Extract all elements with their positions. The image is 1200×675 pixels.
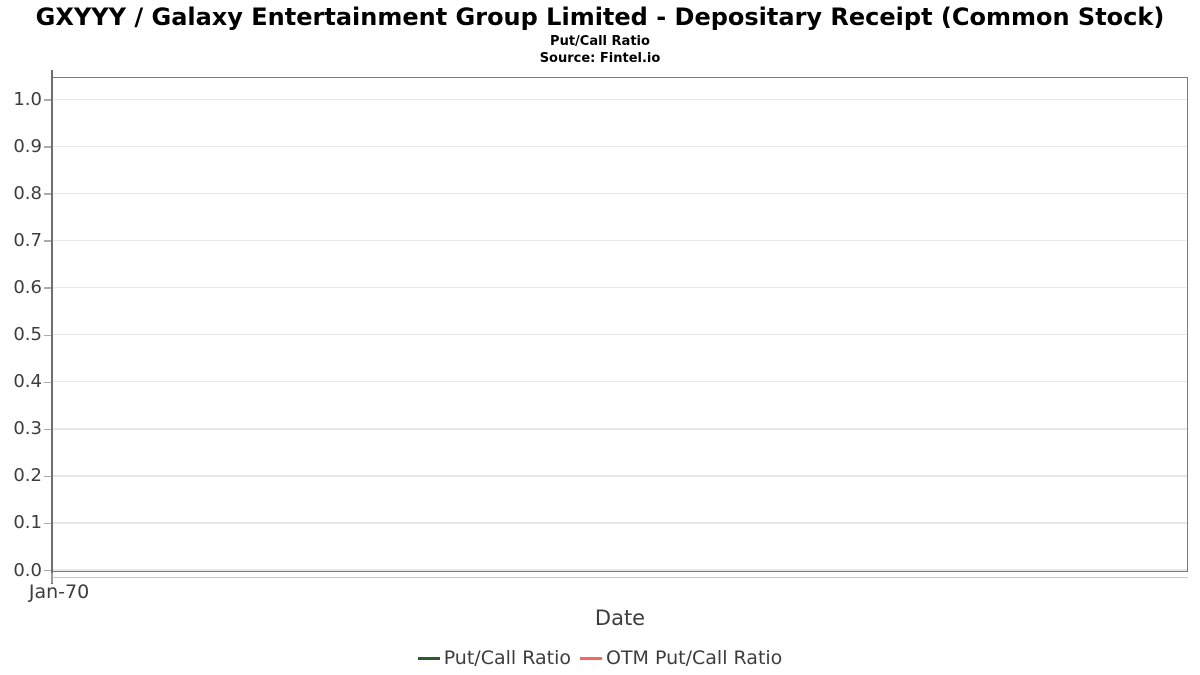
- gridline: [53, 381, 1187, 383]
- legend-item-otm-put-call-ratio[interactable]: OTM Put/Call Ratio: [580, 647, 782, 669]
- gridline: [53, 475, 1187, 477]
- legend-label: Put/Call Ratio: [443, 647, 571, 669]
- legend-label: OTM Put/Call Ratio: [606, 647, 783, 669]
- gridline: [53, 98, 1187, 101]
- y-tick-label: 0.5: [13, 324, 42, 346]
- y-tick-label: 0.2: [13, 465, 42, 487]
- y-tick-mark: [44, 193, 51, 195]
- y-tick-mark: [44, 287, 51, 289]
- y-tick-mark: [44, 381, 51, 383]
- y-tick-mark: [44, 569, 51, 572]
- legend-item-put-call-ratio[interactable]: Put/Call Ratio: [417, 647, 571, 669]
- legend-line-swatch: [580, 656, 602, 660]
- chart-source-label: Source: Fintel.io: [539, 51, 661, 66]
- chart-title: GXYYY / Galaxy Entertainment Group Limit…: [35, 3, 1165, 31]
- chart-subtitle: Put/Call Ratio: [550, 34, 650, 49]
- y-tick-label: 0.9: [13, 135, 42, 157]
- y-tick-label: 0.1: [13, 512, 42, 534]
- gridline: [53, 286, 1187, 289]
- gridline: [53, 145, 1187, 148]
- y-tick-label: 0.6: [13, 277, 42, 299]
- y-tick-label: 0.7: [13, 230, 42, 252]
- gridline: [53, 334, 1187, 336]
- legend-line-swatch: [417, 656, 440, 660]
- gridline: [53, 192, 1187, 195]
- x-tick-label: Jan-70: [28, 581, 90, 603]
- y-tick-mark: [44, 522, 51, 525]
- y-tick-mark: [44, 146, 51, 148]
- y-tick-label: 0.0: [13, 559, 42, 581]
- x-axis-title: Date: [594, 606, 646, 630]
- y-axis-line: [50, 70, 53, 584]
- y-tick-label: 0.4: [13, 371, 42, 393]
- y-tick-mark: [44, 475, 51, 478]
- y-tick-mark: [44, 240, 51, 242]
- y-tick-label: 0.8: [13, 183, 42, 205]
- chart-legend: Put/Call Ratio OTM Put/Call Ratio: [0, 647, 1200, 669]
- x-axis-line: [52, 577, 1188, 579]
- y-tick-mark: [44, 334, 51, 336]
- y-tick-label: 1.0: [13, 88, 42, 110]
- gridline: [53, 428, 1187, 430]
- gridline: [53, 239, 1187, 242]
- plot-area: [52, 77, 1188, 572]
- gridline: [53, 522, 1187, 524]
- gridline: [53, 569, 1187, 571]
- y-tick-mark: [44, 99, 51, 101]
- x-tick-mark: [51, 573, 53, 583]
- y-tick-mark: [44, 428, 51, 430]
- y-tick-label: 0.3: [13, 418, 42, 440]
